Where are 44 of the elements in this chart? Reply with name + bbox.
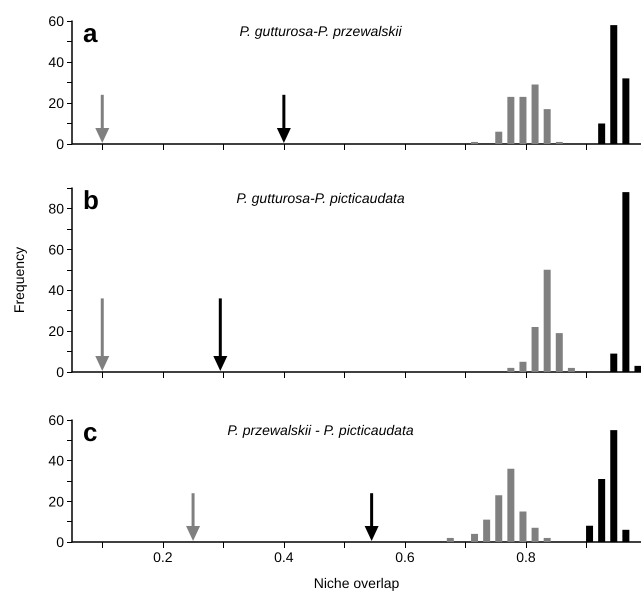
bar — [556, 333, 563, 372]
chart-title: a — [83, 18, 98, 48]
bar — [544, 538, 551, 542]
y-tick-label: 20 — [48, 493, 64, 510]
chart-subtitle: P. przewalskii - P. picticaudata — [227, 422, 414, 438]
x-tick-label: 0.6 — [395, 549, 415, 565]
bar — [532, 327, 539, 372]
x-tick-label: 0.8 — [516, 549, 536, 565]
bar — [495, 132, 502, 144]
bar — [519, 96, 526, 144]
bar — [507, 468, 514, 542]
x-axis-title: Niche overlap — [314, 575, 400, 591]
bar — [507, 368, 514, 372]
bar — [471, 534, 478, 542]
y-tick-label: 40 — [48, 452, 64, 469]
y-tick-label: 40 — [48, 54, 64, 70]
y-tick-label: 20 — [48, 323, 64, 340]
chart-subtitle: P. gutturosa-P. picticaudata — [236, 190, 405, 206]
bar — [446, 538, 454, 542]
y-axis-title: Frequency — [11, 246, 27, 314]
bar — [519, 512, 526, 542]
x-tick-label: 0.4 — [274, 549, 294, 565]
chart-subtitle: P. gutturosa-P. przewalskii — [239, 23, 402, 39]
bar — [495, 495, 502, 542]
bar — [544, 109, 551, 144]
y-tick-label: 0 — [56, 136, 64, 152]
chart-title: b — [83, 185, 99, 215]
y-tick-label: 0 — [56, 534, 64, 550]
y-tick-label: 60 — [48, 412, 64, 428]
bar — [544, 270, 551, 372]
y-tick-label: 0 — [56, 364, 64, 380]
bar — [532, 528, 539, 542]
y-tick-label: 80 — [48, 200, 64, 216]
bar — [519, 362, 526, 372]
bar — [483, 520, 490, 542]
y-tick-label: 20 — [48, 95, 64, 111]
y-tick-label: 60 — [48, 13, 64, 29]
bar — [507, 96, 514, 144]
bar — [568, 368, 575, 372]
y-tick-label: 60 — [48, 241, 64, 258]
chart-title: c — [83, 417, 98, 447]
y-tick-label: 40 — [48, 282, 64, 298]
bar — [532, 84, 539, 144]
x-tick-label: 0.2 — [153, 549, 173, 565]
